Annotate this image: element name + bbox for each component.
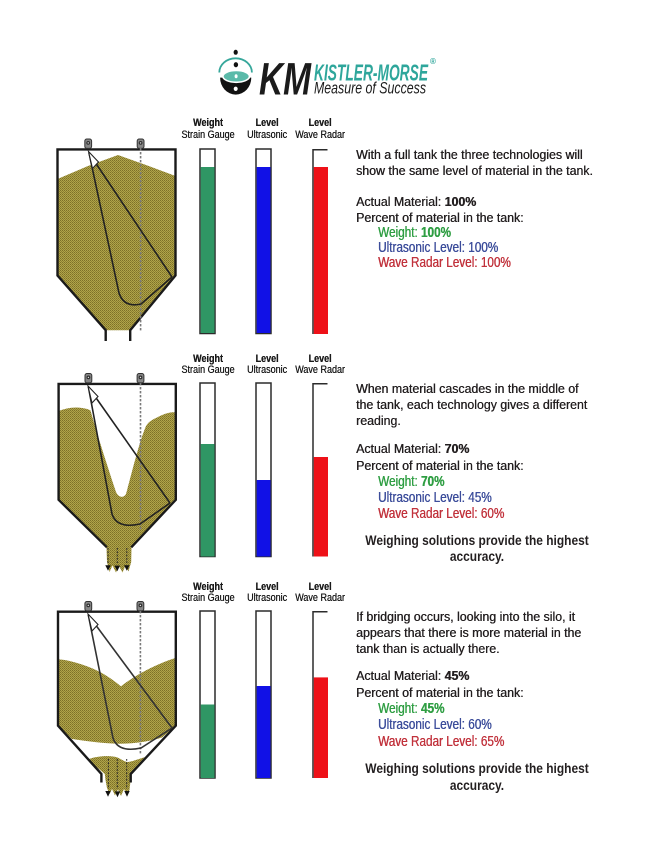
svg-text:KISTLER-MORSE: KISTLER-MORSE xyxy=(314,60,428,86)
svg-text:®: ® xyxy=(430,57,436,66)
svg-text:KM: KM xyxy=(259,54,312,105)
svg-text:Measure of Success: Measure of Success xyxy=(314,80,426,98)
